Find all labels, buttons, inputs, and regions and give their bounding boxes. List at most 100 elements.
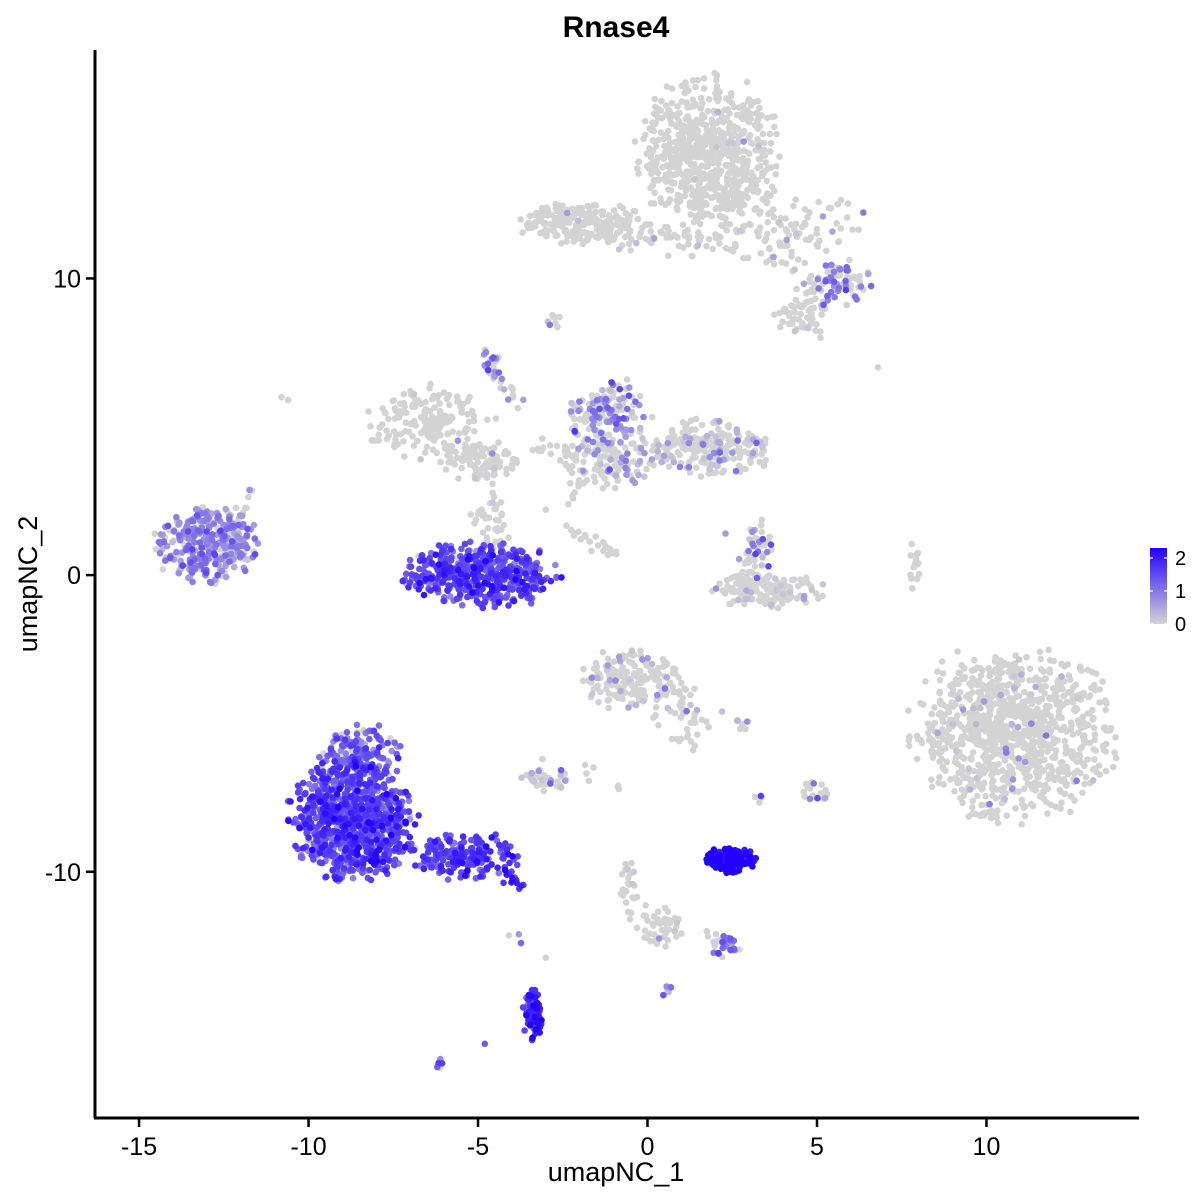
cell-point (1061, 765, 1068, 772)
cell-point (548, 211, 555, 219)
cell-point (693, 464, 700, 472)
cell-point (633, 673, 640, 681)
cell-point (709, 124, 717, 131)
cell-point (909, 585, 916, 592)
cell-point (579, 467, 587, 475)
cell-point (691, 685, 698, 693)
cell-point (689, 746, 697, 754)
cell-point (198, 544, 206, 551)
cell-point (1010, 668, 1018, 675)
cell-point (703, 718, 710, 725)
cell-point (790, 202, 797, 210)
cell-point (743, 587, 750, 594)
cell-point (649, 119, 656, 126)
cell-point (651, 189, 658, 197)
cell-point (719, 944, 727, 952)
cell-point (626, 916, 634, 923)
cell-point (565, 500, 572, 508)
cell-point (1042, 742, 1049, 749)
cell-point (424, 407, 432, 415)
cell-point (620, 415, 627, 422)
cell-point (478, 450, 486, 457)
cell-point (641, 449, 648, 457)
cell-point (759, 448, 766, 456)
cell-point (818, 781, 825, 788)
cell-point (761, 237, 769, 245)
cell-point (739, 568, 746, 576)
cell-point (718, 430, 726, 437)
cell-point (757, 521, 765, 529)
cell-point (1058, 673, 1065, 680)
cell-point (766, 533, 773, 541)
cell-point (568, 399, 575, 407)
cell-point (966, 786, 974, 793)
cell-point (553, 573, 560, 581)
cell-point (787, 221, 795, 228)
cell-point (791, 327, 799, 335)
cell-point (1062, 743, 1070, 750)
cell-point (1102, 748, 1109, 755)
cell-point (390, 397, 398, 404)
cell-point (724, 181, 731, 188)
cell-point (829, 228, 836, 235)
cell-point (1015, 788, 1022, 795)
cell-point (662, 111, 670, 119)
cell-point (709, 442, 716, 450)
cell-point (715, 425, 722, 433)
cell-point (648, 413, 656, 421)
cell-point (1067, 688, 1075, 696)
cell-point (624, 450, 631, 457)
cell-point (737, 591, 745, 598)
cell-point (1036, 648, 1044, 656)
cell-point (819, 213, 827, 220)
cell-point (406, 556, 414, 564)
cell-point (630, 868, 638, 876)
cell-point (969, 675, 976, 682)
cell-point (479, 529, 487, 536)
cell-point (744, 718, 751, 725)
cell-point (1106, 727, 1114, 734)
cell-point (580, 458, 587, 466)
cell-point (704, 107, 712, 115)
cell-point (778, 581, 785, 589)
cell-point (492, 538, 499, 546)
cell-point (1090, 777, 1097, 784)
cell-point (489, 489, 496, 497)
cell-point (632, 701, 640, 709)
cell-point (720, 932, 727, 940)
cell-point (375, 437, 383, 444)
cell-point (959, 799, 966, 807)
cell-point (797, 310, 805, 318)
cell-point (1042, 732, 1050, 739)
cell-point (744, 186, 751, 194)
cell-point (589, 438, 597, 446)
cell-point (704, 210, 712, 218)
cell-point (1032, 769, 1040, 776)
cell-point (733, 580, 740, 587)
cell-point (738, 583, 745, 590)
cell-point (759, 535, 767, 543)
cell-point (597, 461, 604, 468)
cell-point (563, 522, 570, 529)
cell-point (221, 532, 228, 540)
cell-point (765, 581, 773, 588)
cell-point (421, 418, 428, 425)
cell-point (331, 777, 338, 785)
cell-point (155, 538, 163, 546)
cell-point (790, 303, 798, 311)
cell-point (756, 799, 763, 806)
cell-point (1020, 804, 1028, 811)
cell-point (969, 689, 976, 696)
cell-point (674, 157, 681, 165)
cell-point (731, 240, 739, 248)
cell-point (725, 139, 732, 147)
cell-point (500, 521, 508, 529)
cell-point (189, 517, 196, 525)
cell-point (447, 454, 454, 462)
cell-point (1029, 742, 1037, 750)
cell-point (771, 123, 778, 131)
cell-point (588, 674, 596, 681)
cell-point (446, 401, 453, 409)
cell-point (762, 456, 769, 464)
cell-point (534, 445, 542, 453)
